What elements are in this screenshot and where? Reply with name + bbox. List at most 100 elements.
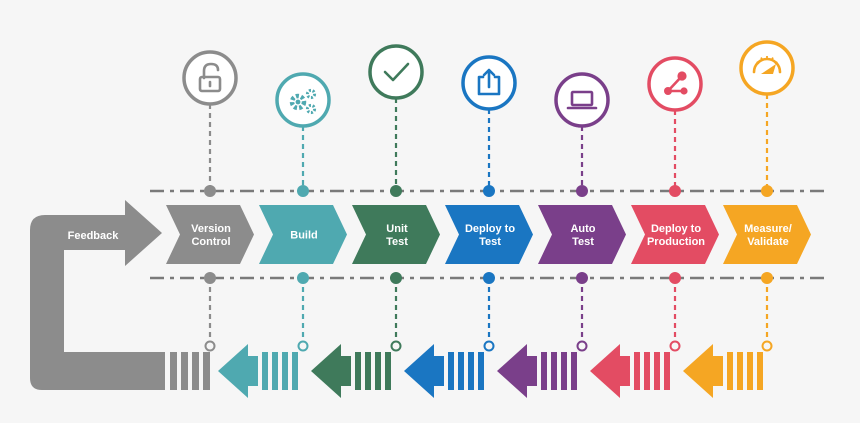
pipeline-stage: Auto Test (538, 72, 626, 352)
stage-icon-circle (368, 44, 424, 100)
pipeline-stage: Build (259, 72, 347, 352)
return-arrow (404, 344, 484, 398)
stage-label: Deploy to Production (647, 223, 705, 248)
feedback-label: Feedback (68, 230, 120, 242)
stage-top-dot (576, 185, 588, 197)
stage-chevron (352, 205, 440, 264)
feedback-stripe (170, 352, 177, 390)
stage-top-dot (297, 185, 309, 197)
stage-top-dot (390, 185, 402, 197)
return-arrow-head (683, 344, 713, 398)
return-arrow-stripe (262, 352, 268, 390)
stage-label: Measure/Validate (744, 223, 792, 248)
return-arrow-neck (713, 356, 723, 386)
return-arrow (218, 344, 298, 398)
share-nodes-icon (664, 71, 688, 95)
pipeline-stage: Deploy to Test (445, 55, 533, 352)
stage-icon-circle (739, 40, 795, 96)
return-arrow-stripe (365, 352, 371, 390)
return-arrow-stripe (757, 352, 763, 390)
feedback-loop: Feedback (30, 200, 165, 390)
stage-end-ring (390, 340, 402, 352)
stage-top-dot (761, 185, 773, 197)
stage-chevron (538, 205, 626, 264)
return-arrow-stripe (561, 352, 567, 390)
return-arrow-stripe (355, 352, 361, 390)
stage-bottom-dot (483, 272, 495, 284)
return-arrow-stripe (727, 352, 733, 390)
share-upload-icon (477, 68, 501, 96)
pipeline-stage: Unit Test (352, 44, 440, 352)
return-arrow-stripe (448, 352, 454, 390)
stage-end-ring (761, 340, 773, 352)
return-arrow-stripe (664, 352, 670, 390)
gears-icon (289, 88, 317, 115)
return-arrow-stripe (458, 352, 464, 390)
return-arrow-neck (248, 356, 258, 386)
stage-chevron (445, 205, 533, 264)
stage-bottom-dot (669, 272, 681, 284)
stage-label: Deploy to Test (465, 223, 515, 248)
stage-chevron (723, 205, 811, 264)
return-arrow-stripe (571, 352, 577, 390)
stage-icon-circle (554, 72, 610, 128)
stage-chevron (166, 205, 254, 264)
speedometer-icon (752, 56, 782, 74)
stage-end-ring (204, 340, 216, 352)
return-arrow-head (311, 344, 341, 398)
stage-end-ring (297, 340, 309, 352)
pipeline-stage: Measure/Validate (723, 40, 811, 352)
return-arrow-stripe (468, 352, 474, 390)
stage-icon-circle (275, 72, 331, 128)
return-arrow-head (218, 344, 248, 398)
feedback-stripe (203, 352, 210, 390)
laptop-icon (566, 90, 598, 110)
return-arrow-neck (527, 356, 537, 386)
stage-end-ring (483, 340, 495, 352)
pipeline-stage: Deploy to Production (631, 56, 719, 352)
return-arrow-head (404, 344, 434, 398)
return-arrow (683, 344, 763, 398)
return-arrow-head (497, 344, 527, 398)
return-arrow (311, 344, 391, 398)
stage-bottom-dot (576, 272, 588, 284)
pipeline-stage: Version Control (166, 50, 254, 352)
return-arrow-stripe (737, 352, 743, 390)
padlock-icon (198, 62, 222, 93)
feedback-loop-arrow (30, 200, 165, 390)
return-arrow-stripe (292, 352, 298, 390)
stage-top-dot (669, 185, 681, 197)
return-arrow-stripe (644, 352, 650, 390)
return-arrow-stripe (634, 352, 640, 390)
stage-label: Unit Test (386, 223, 408, 248)
stage-chevron (259, 205, 347, 264)
stage-top-dot (483, 185, 495, 197)
return-arrow-stripe (551, 352, 557, 390)
return-arrow-stripe (747, 352, 753, 390)
return-arrow-stripe (385, 352, 391, 390)
return-arrow-stripe (654, 352, 660, 390)
return-arrow (497, 344, 577, 398)
pipeline-stages: Version Control Build Unit Test Deploy to Test… (166, 40, 811, 352)
stage-bottom-dot (204, 272, 216, 284)
return-arrow-stripe (541, 352, 547, 390)
feedback-stripe (181, 352, 188, 390)
return-arrow-neck (434, 356, 444, 386)
return-arrow-stripe (282, 352, 288, 390)
stage-label: Version Control (191, 223, 231, 248)
return-arrow-head (590, 344, 620, 398)
stage-end-ring (576, 340, 588, 352)
return-arrow (590, 344, 670, 398)
feedback-stripes (170, 352, 210, 390)
stage-label: Build (290, 230, 318, 242)
return-arrow-neck (341, 356, 351, 386)
checkmark-icon (383, 62, 410, 82)
return-arrow-stripe (375, 352, 381, 390)
stage-end-ring (669, 340, 681, 352)
stage-top-dot (204, 185, 216, 197)
feedback-stripe (192, 352, 199, 390)
stage-bottom-dot (297, 272, 309, 284)
return-arrow-neck (620, 356, 630, 386)
return-arrows (170, 344, 763, 398)
